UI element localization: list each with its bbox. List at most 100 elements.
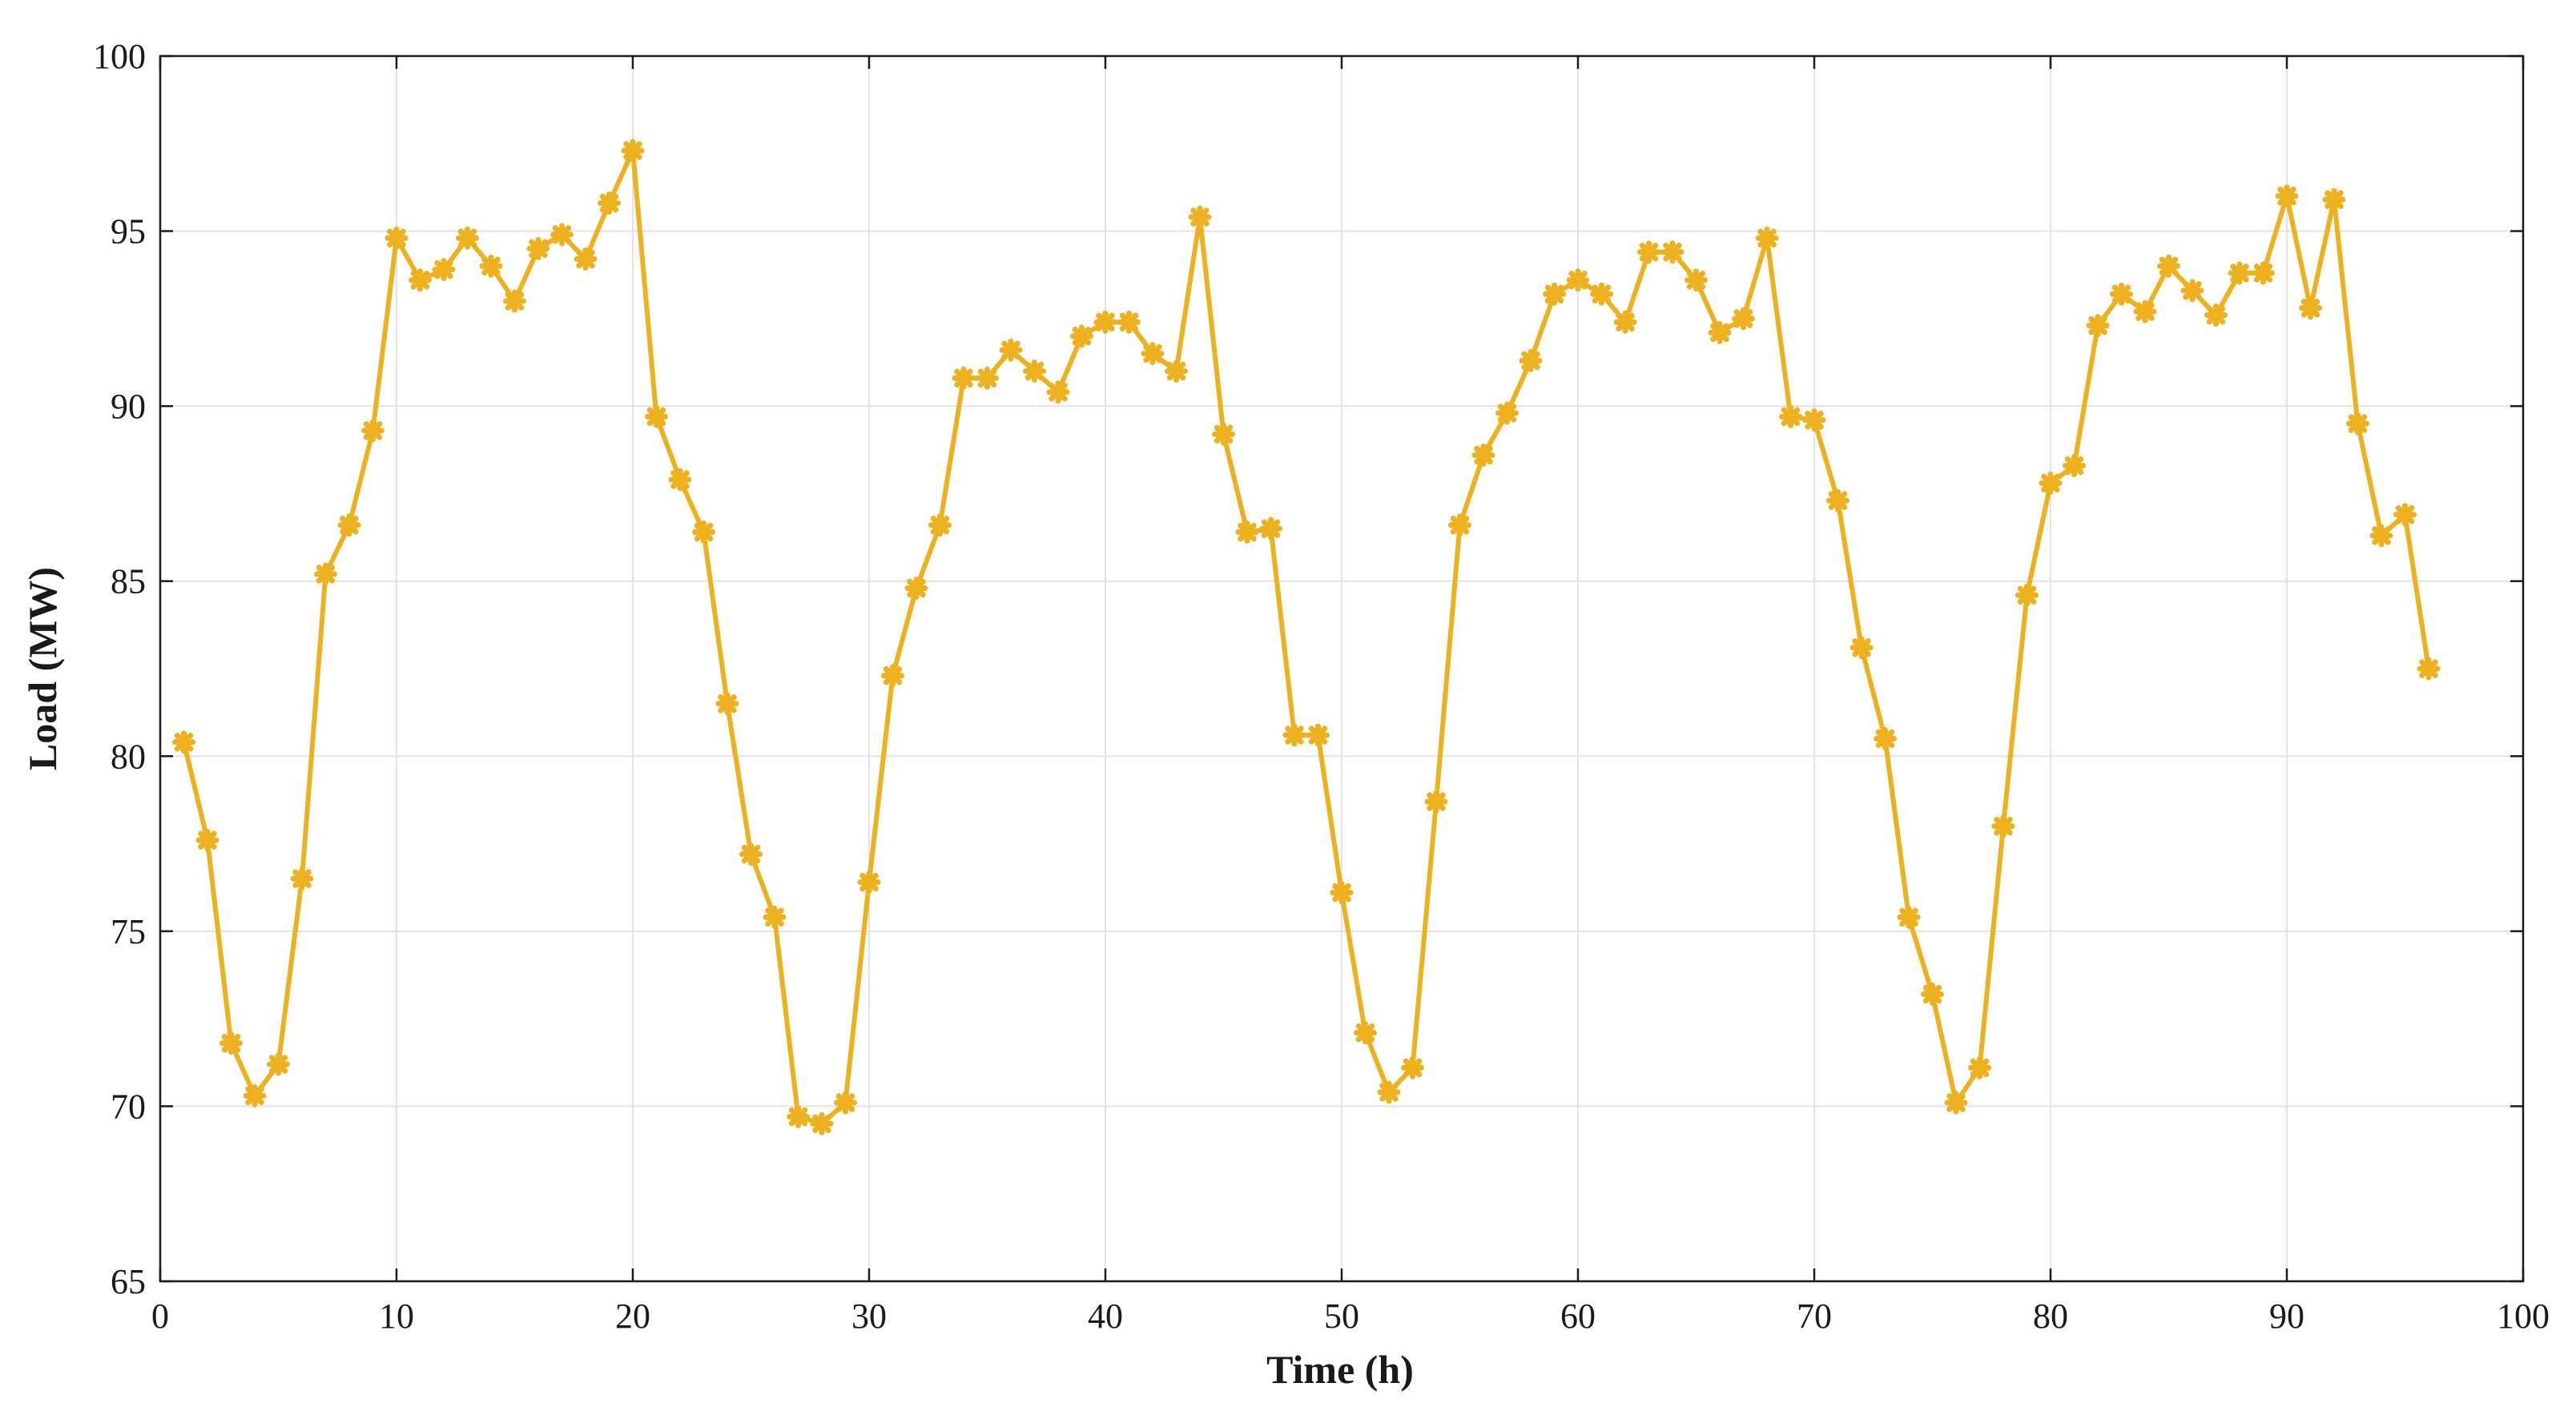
data-point-marker	[1401, 1055, 1424, 1079]
data-point-marker	[1093, 310, 1117, 334]
marker-stroke	[221, 1033, 241, 1053]
data-point-marker	[1330, 881, 1354, 905]
marker-stroke	[1970, 1058, 1990, 1078]
marker-stroke	[1805, 410, 1824, 430]
marker-stroke	[1710, 323, 1729, 343]
marker-stroke	[1521, 351, 1540, 371]
y-tick-label: 65	[111, 1262, 146, 1301]
data-point-marker	[1282, 723, 1306, 747]
x-tick-label: 90	[2269, 1296, 2304, 1336]
marker-stroke	[2277, 187, 2296, 206]
marker-stroke	[1994, 816, 2013, 836]
data-point-marker	[1306, 723, 1330, 747]
data-point-marker	[1023, 359, 1046, 383]
x-axis-label: Time (h)	[1266, 1347, 1414, 1392]
marker-stroke	[2088, 316, 2107, 336]
data-point-marker	[881, 664, 904, 688]
marker-stroke	[741, 844, 761, 864]
marker-stroke	[1355, 1023, 1375, 1043]
marker-stroke	[1143, 344, 1162, 364]
data-point-marker	[1826, 488, 1849, 513]
data-point-marker	[1849, 636, 1874, 660]
x-tick-label: 60	[1560, 1296, 1596, 1336]
marker-stroke	[1781, 407, 1801, 427]
marker-stroke	[2017, 585, 2037, 605]
data-point-marker	[290, 866, 314, 890]
marker-stroke	[1403, 1058, 1423, 1078]
data-point-marker	[739, 842, 763, 866]
y-tick-label: 75	[111, 912, 146, 951]
x-tick-label: 10	[379, 1296, 414, 1336]
data-point-marker	[314, 562, 337, 586]
y-tick-label: 70	[111, 1087, 146, 1126]
data-point-marker	[503, 289, 526, 313]
marker-stroke	[2300, 298, 2320, 318]
data-point-marker	[1732, 307, 1755, 331]
data-point-marker	[479, 254, 503, 278]
x-tick-label: 0	[151, 1296, 169, 1336]
data-point-marker	[2228, 261, 2252, 285]
marker-stroke	[835, 1093, 855, 1112]
marker-stroke	[954, 368, 973, 388]
marker-stroke	[765, 907, 784, 927]
data-point-marker	[763, 905, 787, 929]
marker-stroke	[1285, 726, 1304, 745]
data-point-marker	[1968, 1055, 1991, 1079]
marker-stroke	[576, 249, 595, 269]
marker-stroke	[268, 1055, 288, 1074]
marker-stroke	[2253, 263, 2273, 283]
data-point-marker	[1377, 1080, 1401, 1104]
data-point-marker	[2180, 279, 2204, 303]
data-point-marker	[1921, 983, 1944, 1007]
marker-stroke	[2372, 526, 2391, 545]
marker-stroke	[883, 665, 903, 685]
marker-stroke	[198, 830, 217, 850]
data-point-marker	[384, 226, 409, 250]
data-point-marker	[2133, 299, 2157, 324]
data-point-marker	[2369, 524, 2393, 548]
x-axis-ticks: 0 10 20 30 40 50 60 70 80 90 100	[151, 56, 2550, 1336]
data-point-marker	[2086, 314, 2110, 338]
marker-stroke	[1733, 309, 1753, 328]
y-axis-ticks: 65 70 75 80 85 90 95 100	[93, 37, 2523, 1301]
data-point-marker	[361, 419, 384, 443]
y-tick-label: 85	[111, 562, 146, 601]
data-point-marker	[219, 1031, 243, 1055]
marker-stroke	[1592, 284, 1612, 304]
y-tick-label: 90	[111, 387, 146, 426]
data-point-marker	[857, 870, 881, 894]
data-point-marker	[1543, 282, 1566, 306]
marker-stroke	[930, 516, 950, 535]
marker-stroke	[1946, 1093, 1966, 1112]
grid-lines	[160, 56, 2523, 1281]
marker-stroke	[599, 193, 619, 213]
data-point-marker	[1660, 240, 1684, 264]
data-point-marker	[2346, 412, 2369, 436]
marker-stroke	[1663, 243, 1682, 262]
marker-stroke	[1308, 726, 1328, 745]
data-point-marker	[834, 1091, 857, 1115]
marker-stroke	[1166, 361, 1186, 381]
data-point-marker	[2322, 187, 2346, 211]
marker-stroke	[694, 522, 714, 542]
data-point-marker	[195, 828, 219, 852]
marker-stroke	[1096, 312, 1115, 332]
marker-stroke	[2041, 473, 2060, 493]
data-point-marker	[1424, 790, 1448, 814]
marker-stroke	[1332, 883, 1351, 902]
y-tick-label: 100	[93, 37, 146, 76]
marker-stroke	[316, 565, 336, 584]
marker-stroke	[1639, 243, 1659, 262]
data-point-marker	[645, 404, 668, 428]
data-point-marker	[1684, 268, 1708, 292]
marker-stroke	[2159, 256, 2179, 276]
data-point-marker	[2015, 583, 2039, 607]
data-point-marker	[2393, 503, 2417, 527]
y-tick-label: 95	[111, 212, 146, 251]
marker-stroke	[1379, 1083, 1399, 1102]
x-tick-label: 50	[1324, 1296, 1359, 1336]
data-point-marker	[2299, 296, 2322, 320]
marker-stroke	[1899, 907, 1918, 927]
marker-stroke	[2206, 305, 2226, 325]
marker-stroke	[1214, 424, 1234, 444]
